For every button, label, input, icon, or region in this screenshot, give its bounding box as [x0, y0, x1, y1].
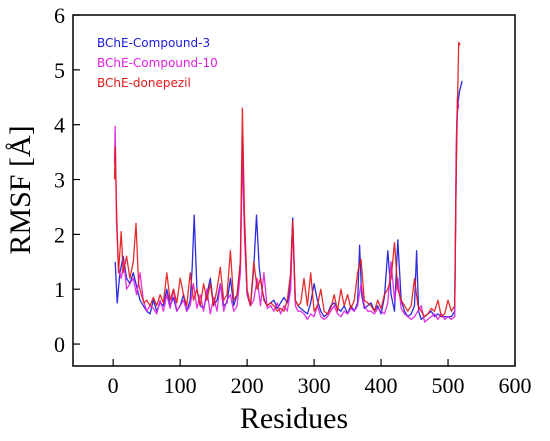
- x-tick-label: 400: [365, 373, 398, 398]
- y-tick-label: 0: [54, 332, 65, 357]
- x-axis-title: Residues: [240, 402, 348, 435]
- x-tick-label: 0: [108, 373, 119, 398]
- x-tick-label: 100: [164, 373, 197, 398]
- y-tick-label: 4: [54, 113, 65, 138]
- legend-entry-1: BChE-Compound-3: [97, 36, 210, 50]
- series-line-3: [113, 41, 461, 318]
- y-tick-label: 1: [54, 277, 65, 302]
- y-tick-label: 3: [54, 168, 65, 193]
- x-tick-label: 300: [298, 373, 331, 398]
- series-line-1: [114, 80, 463, 321]
- x-tick-label: 500: [432, 373, 465, 398]
- legend-entry-3: BChE-donepezil: [97, 76, 191, 90]
- plot-frame: [72, 14, 516, 367]
- y-tick-label: 2: [54, 222, 65, 247]
- x-tick-label: 600: [499, 373, 532, 398]
- y-tick-label: 5: [54, 58, 65, 83]
- legend-entry-2: BChE-Compound-10: [97, 56, 218, 70]
- y-tick-label: 6: [54, 3, 65, 28]
- y-axis-title: RMSF [Å]: [4, 125, 37, 254]
- series-line-2: [113, 96, 460, 323]
- x-tick-label: 200: [231, 373, 264, 398]
